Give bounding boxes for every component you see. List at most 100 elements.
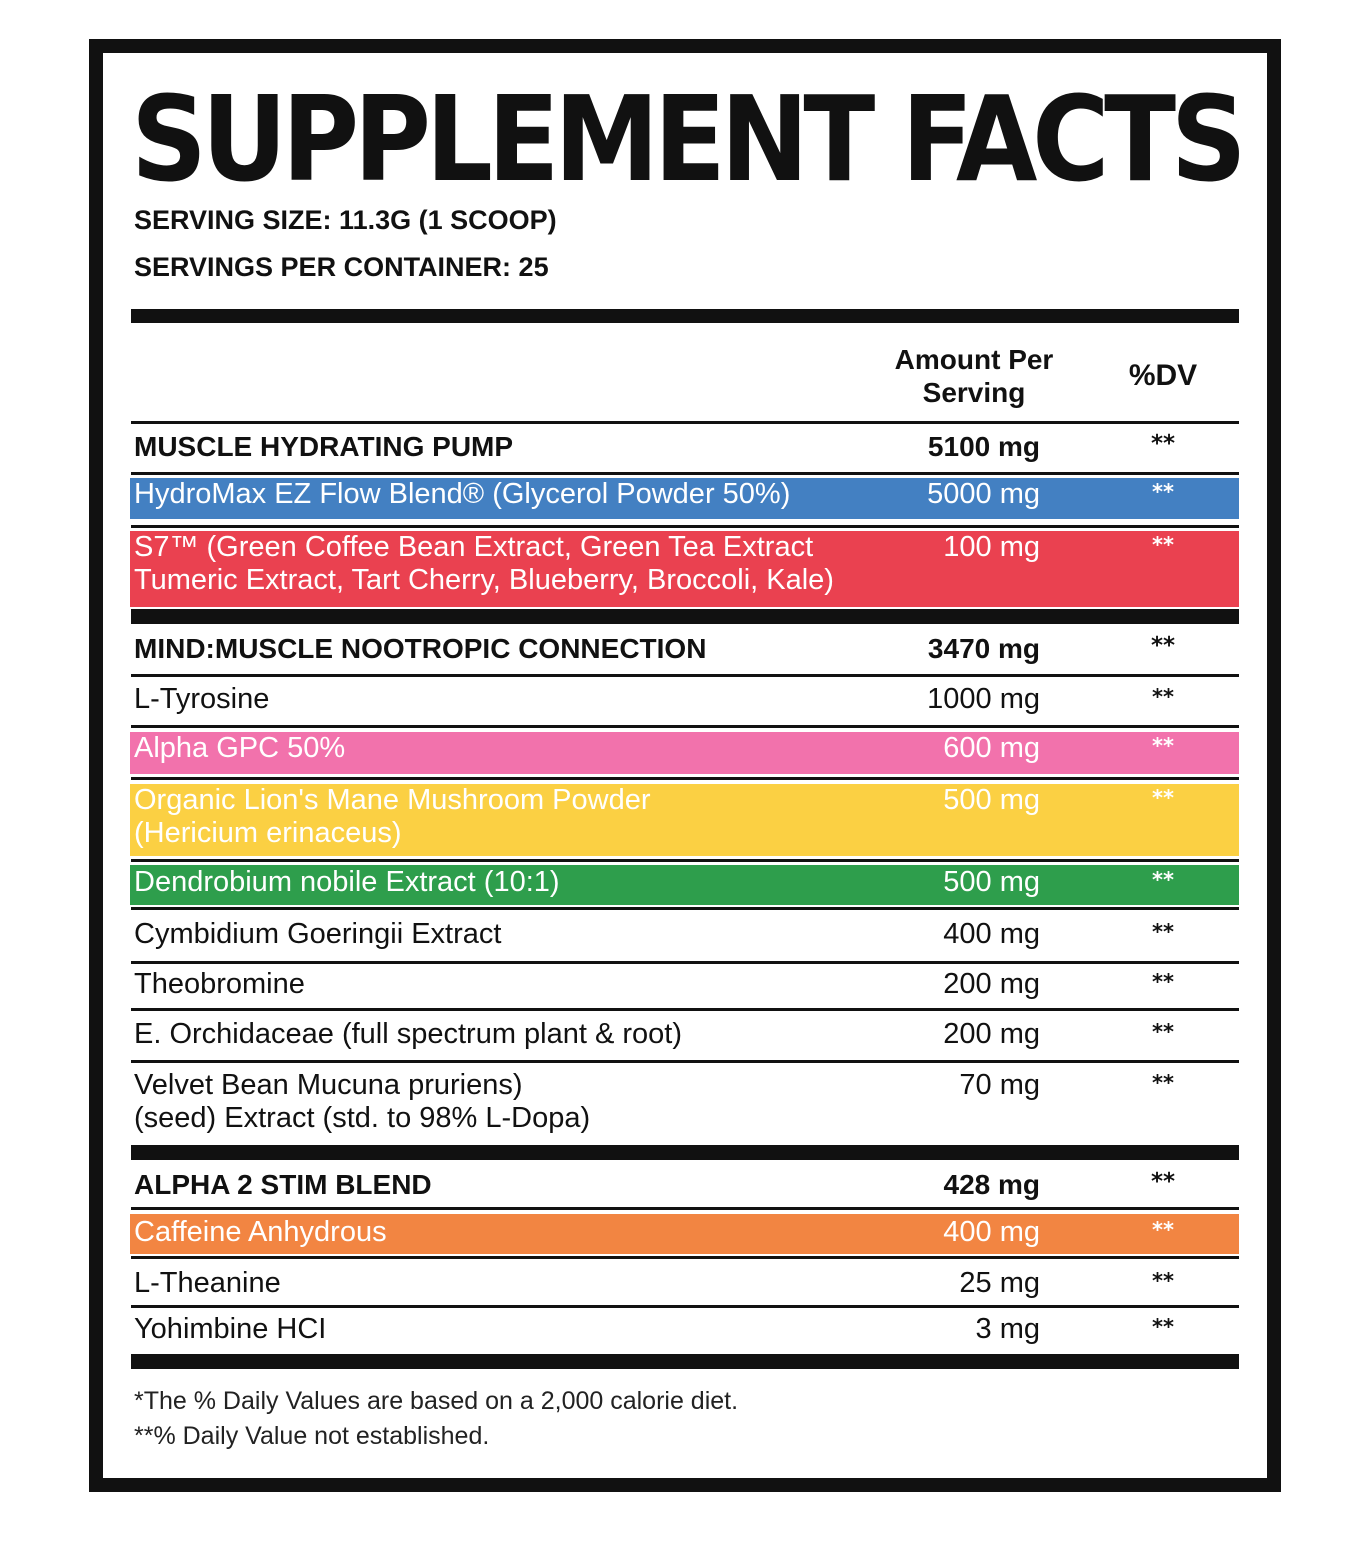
row-highlight xyxy=(130,732,1239,774)
amount-per-serving: 400 mg xyxy=(943,918,1040,950)
ingredient-row: Dendrobium nobile Extract (10:1) 500 mg ** xyxy=(130,866,1239,905)
section-name: MUSCLE HYDRATING PUMP xyxy=(134,430,513,463)
ingredient-row: Theobromine 200 mg ** xyxy=(130,968,1239,1006)
divider-thin xyxy=(131,472,1239,475)
amount-per-serving: 5100 mg xyxy=(927,431,1040,462)
ingredient-row: HydroMax EZ Flow Blend® (Glycerol Powder… xyxy=(130,478,1239,519)
column-header-amount-line1: Amount Per xyxy=(894,344,1054,375)
ingredient-row: E. Orchidaceae (full spectrum plant & ro… xyxy=(130,1018,1239,1056)
divider-thin xyxy=(131,859,1239,862)
divider-thin xyxy=(131,674,1239,677)
divider-thin xyxy=(131,1060,1239,1063)
column-header-dv: %DV xyxy=(1128,359,1198,392)
daily-value: ** xyxy=(1152,1315,1174,1339)
serving-size: SERVING SIZE: 11.3G (1 SCOOP) xyxy=(134,205,557,235)
ingredient-row: Caffeine Anhydrous 400 mg ** xyxy=(130,1216,1239,1254)
ingredient-name-line: Yohimbine HCI xyxy=(134,1313,327,1345)
section-name: ALPHA 2 STIM BLEND xyxy=(134,1168,432,1201)
ingredient-name-line: L-Theanine xyxy=(134,1267,281,1299)
daily-value: ** xyxy=(1152,1218,1174,1242)
column-header-amount-line2: Serving xyxy=(922,377,1026,408)
ingredient-name-line: ALPHA 2 STIM BLEND xyxy=(134,1169,432,1200)
row-highlight xyxy=(130,1214,1239,1254)
amount-per-serving: 500 mg xyxy=(943,784,1040,816)
daily-value: ** xyxy=(1150,633,1176,659)
daily-value: ** xyxy=(1150,1169,1176,1195)
amount-per-serving: 3 mg xyxy=(975,1313,1040,1345)
ingredient-name-line: Cymbidium Goeringii Extract xyxy=(134,918,502,950)
divider-thin xyxy=(131,421,1239,424)
divider-thick xyxy=(131,609,1239,624)
ingredient-name: L-Theanine xyxy=(134,1267,281,1300)
daily-value: ** xyxy=(1152,685,1174,709)
ingredient-name-line: (Hericium erinaceus) xyxy=(134,817,402,849)
ingredient-name-line: Caffeine Anhydrous xyxy=(134,1216,387,1248)
daily-value: ** xyxy=(1152,480,1174,504)
amount-per-serving: 500 mg xyxy=(943,866,1040,898)
ingredient-name-line: HydroMax EZ Flow Blend® (Glycerol Powder… xyxy=(134,478,791,510)
ingredient-row: L-Theanine 25 mg ** xyxy=(130,1267,1239,1305)
daily-value: ** xyxy=(1152,920,1174,944)
ingredient-name-line: L-Tyrosine xyxy=(134,683,270,715)
divider-thin xyxy=(131,907,1239,910)
amount-per-serving: 100 mg xyxy=(943,531,1040,563)
ingredient-name-line: Tumeric Extract, Tart Cherry, Blueberry,… xyxy=(134,564,834,596)
divider-thin xyxy=(131,777,1239,780)
amount-per-serving: 25 mg xyxy=(959,1267,1040,1299)
footnote-daily-values: *The % Daily Values are based on a 2,000… xyxy=(134,1387,739,1415)
amount-per-serving: 70 mg xyxy=(959,1069,1040,1101)
ingredient-name: S7™ (Green Coffee Bean Extract, Green Te… xyxy=(134,531,834,597)
daily-value: ** xyxy=(1152,1071,1174,1095)
ingredient-name-line: S7™ (Green Coffee Bean Extract, Green Te… xyxy=(134,531,814,563)
section-row: ALPHA 2 STIM BLEND 428 mg ** xyxy=(130,1168,1239,1206)
amount-per-serving: 428 mg xyxy=(943,1169,1041,1200)
amount-per-serving: 200 mg xyxy=(943,968,1040,1000)
ingredient-name: HydroMax EZ Flow Blend® (Glycerol Powder… xyxy=(134,478,790,511)
ingredient-name: Theobromine xyxy=(134,968,305,1001)
ingredient-name: E. Orchidaceae (full spectrum plant & ro… xyxy=(134,1018,682,1051)
daily-value: ** xyxy=(1152,868,1174,892)
ingredient-row: Velvet Bean Mucuna pruriens) (seed) Extra… xyxy=(130,1069,1239,1141)
divider-thin xyxy=(131,1256,1239,1259)
divider-thin xyxy=(131,1008,1239,1011)
ingredient-name-line: Theobromine xyxy=(134,968,305,1000)
daily-value: ** xyxy=(1152,1020,1174,1044)
amount-per-serving: 600 mg xyxy=(943,732,1040,764)
ingredient-name-line: E. Orchidaceae (full spectrum plant & ro… xyxy=(134,1018,683,1050)
ingredient-name: Caffeine Anhydrous xyxy=(134,1216,387,1249)
ingredient-name: Cymbidium Goeringii Extract xyxy=(134,918,501,951)
amount-per-serving: 5000 mg xyxy=(927,478,1040,510)
ingredient-row: S7™ (Green Coffee Bean Extract, Green Te… xyxy=(130,531,1239,607)
ingredient-row: L-Tyrosine 1000 mg ** xyxy=(130,683,1239,721)
ingredient-name: Yohimbine HCI xyxy=(134,1313,326,1346)
ingredient-name-line: MUSCLE HYDRATING PUMP xyxy=(134,431,514,462)
divider-thick xyxy=(131,309,1239,323)
footnote-not-established: **% Daily Value not established. xyxy=(134,1422,490,1450)
row-highlight xyxy=(130,531,1239,607)
daily-value: ** xyxy=(1152,734,1174,758)
ingredient-name: Alpha GPC 50% xyxy=(134,732,345,765)
ingredient-name: Dendrobium nobile Extract (10:1) xyxy=(134,866,560,899)
daily-value: ** xyxy=(1152,533,1174,557)
daily-value: ** xyxy=(1152,1269,1174,1293)
divider-thick xyxy=(131,1354,1239,1369)
ingredient-name-line: Dendrobium nobile Extract (10:1) xyxy=(134,866,560,898)
divider-thin xyxy=(131,1305,1239,1308)
ingredient-name: Organic Lion's Mane Mushroom Powder (Heri… xyxy=(134,784,651,850)
section-row: MUSCLE HYDRATING PUMP 5100 mg ** xyxy=(130,430,1239,468)
section-row: MIND:MUSCLE NOOTROPIC CONNECTION 3470 mg *… xyxy=(130,632,1239,670)
divider-thin xyxy=(131,525,1239,528)
ingredient-row: Yohimbine HCI 3 mg ** xyxy=(130,1313,1239,1351)
amount-per-serving: 1000 mg xyxy=(927,683,1040,715)
ingredient-name-line: (seed) Extract (std. to 98% L-Dopa) xyxy=(134,1102,591,1134)
ingredient-name-line: MIND:MUSCLE NOOTROPIC CONNECTION xyxy=(134,633,707,664)
ingredient-name: L-Tyrosine xyxy=(134,683,269,716)
divider-thin xyxy=(131,961,1239,964)
divider-thin xyxy=(131,1207,1239,1210)
row-highlight xyxy=(130,865,1239,905)
ingredient-name: Velvet Bean Mucuna pruriens) (seed) Extra… xyxy=(134,1069,590,1135)
row-highlight xyxy=(130,478,1239,519)
servings-per-container: SERVINGS PER CONTAINER: 25 xyxy=(134,252,549,282)
amount-per-serving: 3470 mg xyxy=(927,633,1040,664)
ingredient-row: Alpha GPC 50% 600 mg ** xyxy=(130,732,1239,774)
